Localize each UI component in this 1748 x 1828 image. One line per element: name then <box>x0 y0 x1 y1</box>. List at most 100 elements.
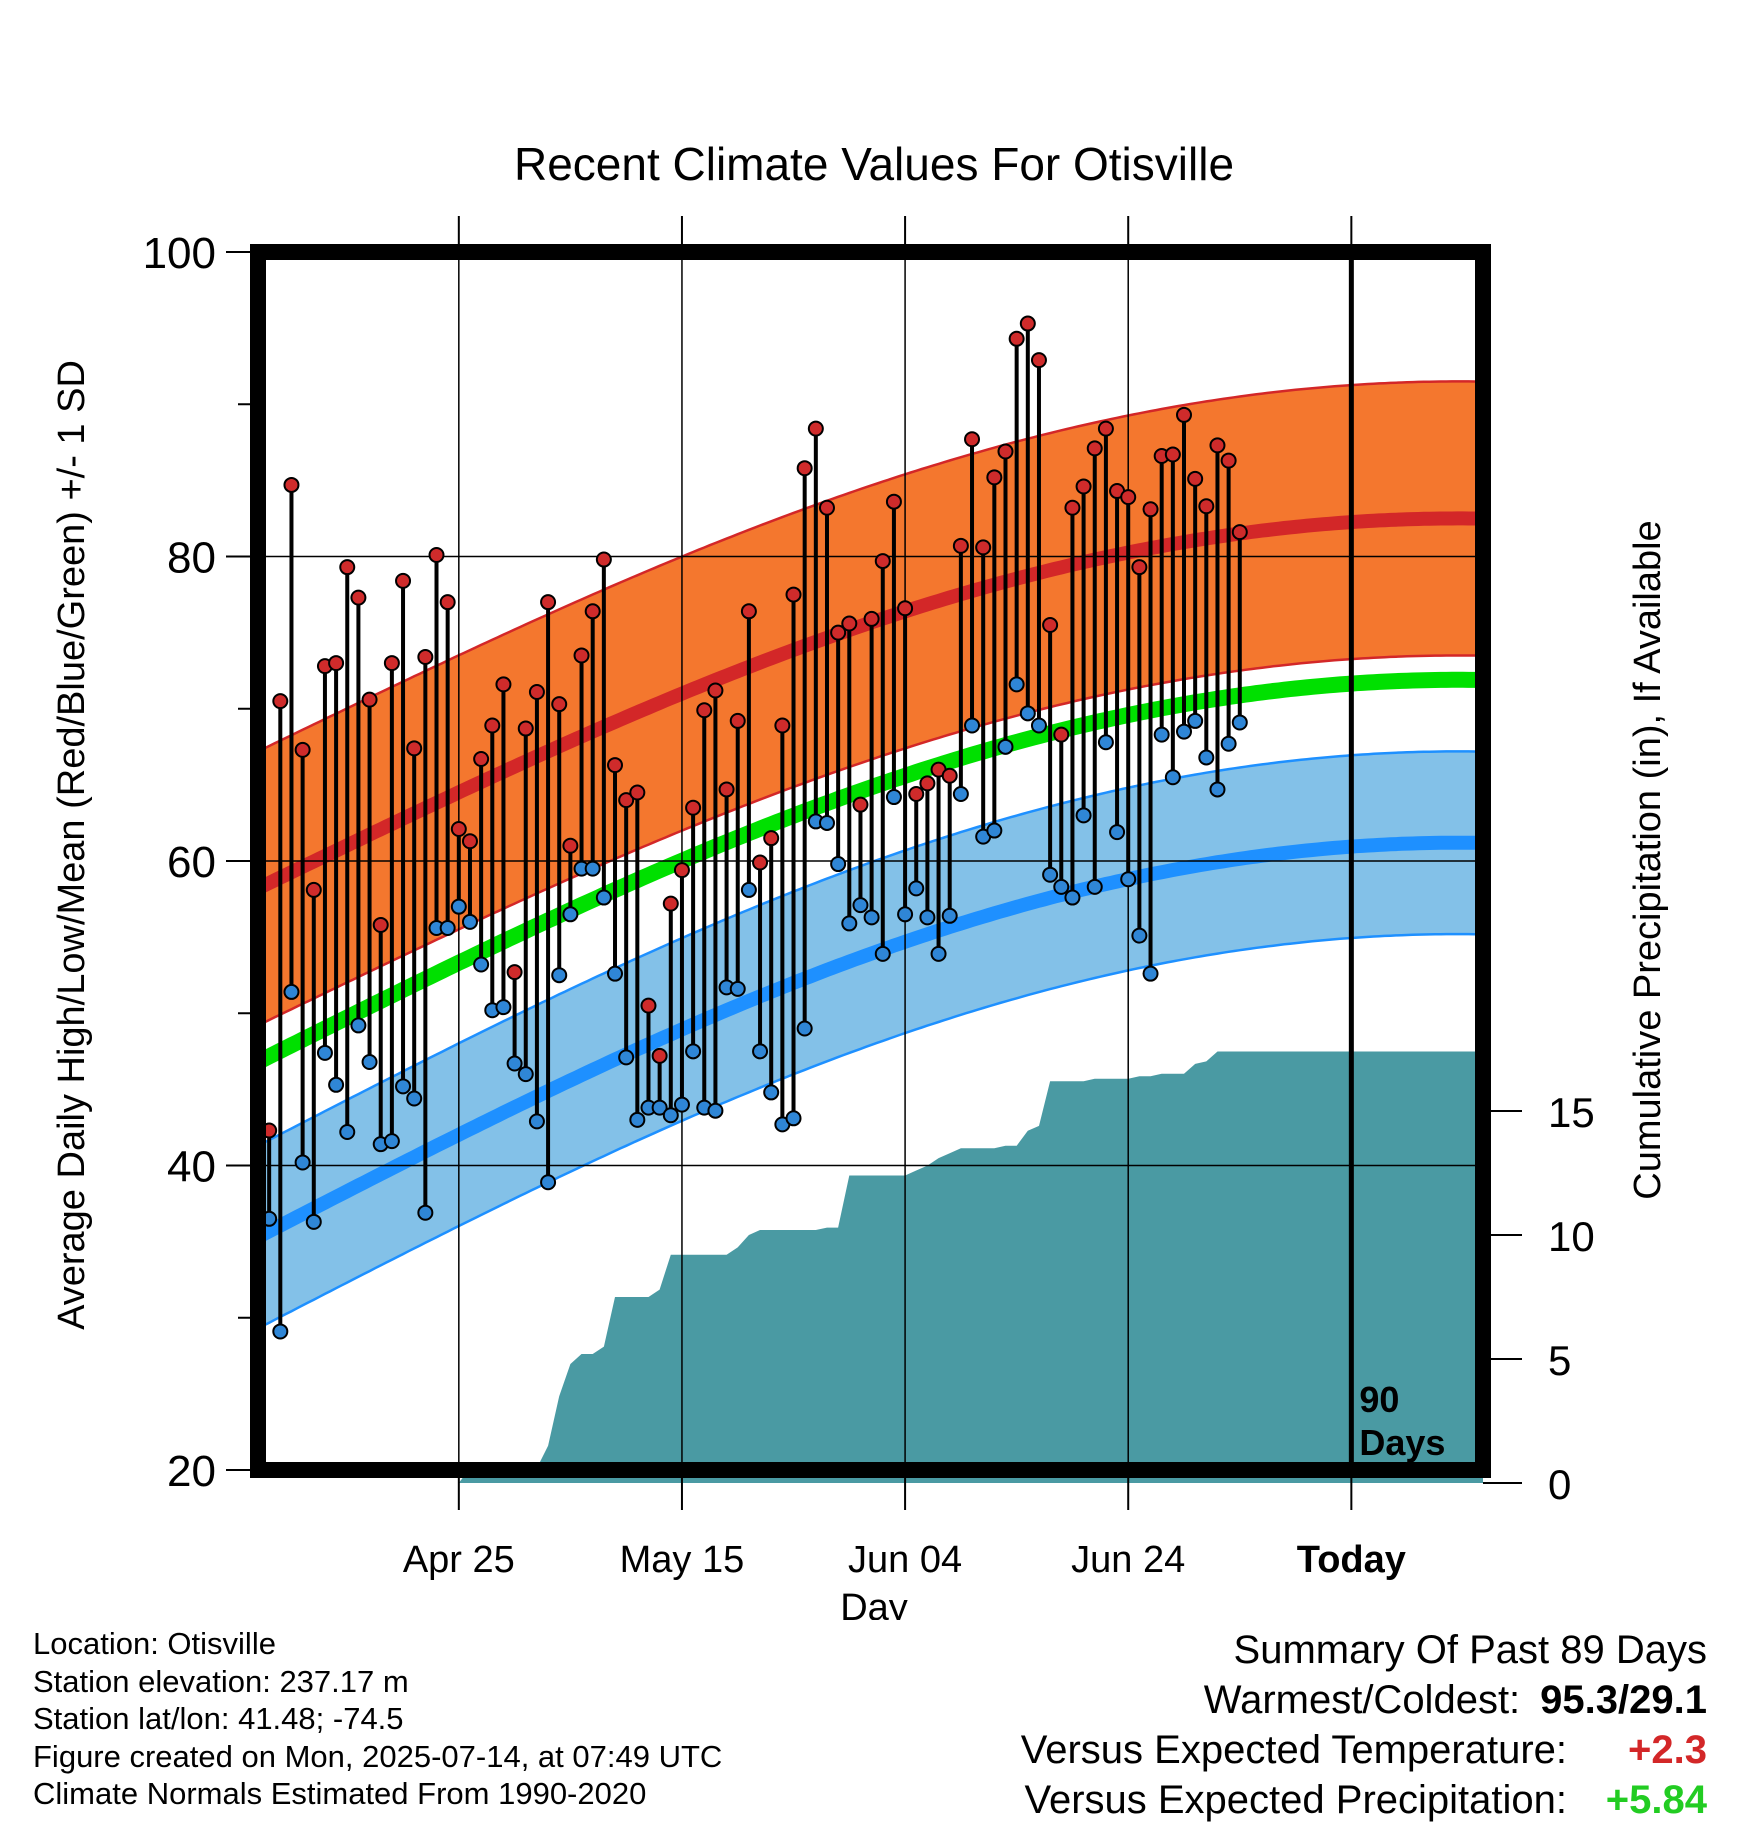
temp-versus-row: Versus Expected Temperature: +2.3 <box>1021 1725 1707 1775</box>
high-point-day-70 <box>1030 352 1047 369</box>
low-point-day-68 <box>1008 676 1025 693</box>
high-point-day-12 <box>383 655 400 672</box>
high-point-day-82 <box>1164 446 1181 463</box>
low-sd-band <box>258 751 1480 1329</box>
high-point-day-39 <box>685 799 702 816</box>
created-line: Figure created on Mon, 2025-07-14, at 07… <box>33 1738 723 1774</box>
high-point-day-3 <box>283 476 300 493</box>
temp-versus-value: +2.3 <box>1628 1728 1707 1772</box>
high-point-day-33 <box>618 792 635 809</box>
high-point-day-65 <box>975 539 992 556</box>
high-point-day-34 <box>629 784 646 801</box>
y-tick-label-20: 20 <box>167 1447 216 1496</box>
today-label-number: 90 <box>1359 1379 1399 1420</box>
high-point-day-59 <box>908 786 925 803</box>
today-label-days: Days <box>1359 1422 1445 1463</box>
high-point-day-30 <box>584 603 601 620</box>
low-point-day-28 <box>562 906 579 923</box>
y-tick-label-80: 80 <box>167 534 216 583</box>
low-point-day-13 <box>395 1078 412 1095</box>
daily-dots <box>250 315 1248 1340</box>
high-point-day-49 <box>796 460 813 477</box>
low-point-day-62 <box>941 907 958 924</box>
chart-title: Recent Climate Values For Otisville <box>514 138 1234 190</box>
high-point-day-4 <box>294 741 311 758</box>
low-point-day-8 <box>339 1124 356 1141</box>
precip-versus-label: Versus Expected Precipitation: <box>1024 1778 1567 1822</box>
x-tick-label-3: Jun 24 <box>1071 1539 1185 1581</box>
station-info: Location: Otisville Station elevation: 2… <box>33 1625 722 1813</box>
high-point-day-62 <box>941 767 958 784</box>
low-point-day-67 <box>997 738 1014 755</box>
high-point-day-54 <box>852 796 869 813</box>
low-point-day-86 <box>1209 781 1226 798</box>
high-point-day-76 <box>1097 420 1114 437</box>
high-point-day-44 <box>740 603 757 620</box>
normals-line: Climate Normals Estimated From 1990-2020 <box>33 1776 647 1811</box>
low-point-day-51 <box>818 814 835 831</box>
high-point-day-18 <box>450 821 467 838</box>
low-point-day-72 <box>1053 878 1070 895</box>
low-point-day-83 <box>1176 723 1193 740</box>
high-point-day-28 <box>562 837 579 854</box>
high-point-day-45 <box>752 854 769 871</box>
high-point-day-78 <box>1120 489 1137 506</box>
low-point-day-26 <box>540 1174 557 1191</box>
low-point-day-3 <box>283 983 300 1000</box>
high-sd-upper <box>257 380 1480 753</box>
low-point-day-33 <box>618 1049 635 1066</box>
low-point-day-53 <box>841 915 858 932</box>
low-sd-upper <box>257 750 1480 1147</box>
daily-stems <box>256 323 1242 1332</box>
low-point-day-75 <box>1086 878 1103 895</box>
low-point-day-30 <box>584 860 601 877</box>
high-point-day-55 <box>863 610 880 627</box>
low-point-day-36 <box>651 1099 668 1116</box>
low-point-day-84 <box>1187 712 1204 729</box>
high-point-day-40 <box>696 702 713 719</box>
high-point-day-29 <box>573 647 590 664</box>
high-point-day-36 <box>651 1047 668 1064</box>
climate-chart: Recent Climate Values For Otisville 90Da… <box>51 138 1669 1620</box>
low-point-day-64 <box>964 717 981 734</box>
high-point-day-52 <box>830 624 847 641</box>
precip-versus-row: Versus Expected Precipitation: +5.84 <box>1021 1775 1707 1825</box>
low-point-day-44 <box>740 881 757 898</box>
high-point-day-35 <box>640 997 657 1014</box>
high-point-day-32 <box>607 757 624 774</box>
high-point-day-74 <box>1075 478 1092 495</box>
high-point-day-15 <box>417 648 434 665</box>
low-point-day-12 <box>383 1133 400 1150</box>
y2-axis-label: Cumulative Precipitation (in), If Availa… <box>1627 520 1669 1199</box>
high-point-day-2 <box>272 693 289 710</box>
low-point-day-19 <box>461 913 478 930</box>
high-point-day-8 <box>339 559 356 576</box>
high-point-day-23 <box>506 964 523 981</box>
y2-tick-label-5: 5 <box>1548 1337 1571 1384</box>
y-tick-label-40: 40 <box>167 1143 216 1192</box>
high-point-day-67 <box>997 443 1014 460</box>
low-point-day-74 <box>1075 807 1092 824</box>
low-point-day-56 <box>874 945 891 962</box>
elevation-line: Station elevation: 237.17 m <box>33 1663 409 1699</box>
high-point-day-7 <box>328 655 345 672</box>
low-point-day-15 <box>417 1204 434 1221</box>
low-point-day-61 <box>930 945 947 962</box>
high-point-day-64 <box>964 431 981 448</box>
high-point-day-10 <box>361 691 378 708</box>
high-point-day-37 <box>662 895 679 912</box>
high-point-day-88 <box>1231 524 1248 541</box>
high-point-day-14 <box>406 740 423 757</box>
low-point-day-69 <box>1019 705 1036 722</box>
low-point-day-80 <box>1142 965 1159 982</box>
low-point-day-18 <box>450 898 467 915</box>
precip-versus-value: +5.84 <box>1605 1778 1707 1822</box>
low-point-day-2 <box>272 1323 289 1340</box>
mean-normal-line <box>254 671 1480 1070</box>
y-tick-label-100: 100 <box>143 229 216 278</box>
low-point-day-14 <box>406 1090 423 1107</box>
low-point-day-6 <box>316 1044 333 1061</box>
high-point-day-5 <box>305 881 322 898</box>
low-point-day-55 <box>863 909 880 926</box>
